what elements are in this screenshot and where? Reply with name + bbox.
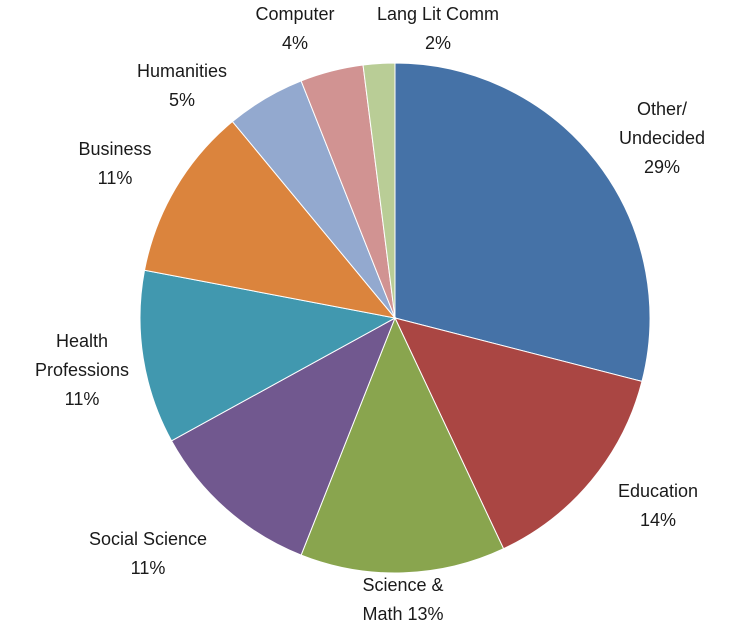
label-line: Science & (362, 575, 443, 595)
label-line: 4% (282, 33, 308, 53)
pie-slices (139, 62, 651, 574)
label-line: Undecided (619, 128, 705, 148)
slice-science (300, 316, 505, 574)
label-line: Social Science (89, 529, 207, 549)
label-line: 29% (644, 157, 680, 177)
label-line: Professions (35, 360, 129, 380)
label-line: 5% (169, 90, 195, 110)
slice-business (143, 120, 397, 319)
label-line: 14% (640, 510, 676, 530)
slice-social-science (170, 316, 396, 556)
label-line: Humanities (137, 61, 227, 81)
label-line: Other/ (637, 99, 687, 119)
slice-other-undecided (394, 62, 651, 383)
label-science: Science & Math 13% (362, 575, 443, 624)
slice-lang-lit-comm (362, 62, 396, 319)
pie-labels: Other/Undecided 29% Education 14% Science & M… (35, 4, 705, 624)
label-lang-lit-comm: Lang Lit Comm 2% (377, 4, 499, 53)
slice-education (394, 317, 643, 550)
label-humanities: Humanities 5% (137, 61, 227, 110)
label-line: 2% (425, 33, 451, 53)
label-business: Business 11% (78, 139, 151, 188)
label-line: 11% (65, 389, 100, 409)
label-line: Math 13% (362, 604, 443, 624)
label-other-undecided: Other/Undecided 29% (619, 99, 705, 177)
label-line: 11% (131, 558, 166, 578)
label-line: Health (56, 331, 108, 351)
label-line: Education (618, 481, 698, 501)
label-social-science: Social Science 11% (89, 529, 207, 578)
label-line: 11% (98, 168, 133, 188)
label-line: Business (78, 139, 151, 159)
label-line: Computer (255, 4, 334, 24)
label-line: Lang Lit Comm (377, 4, 499, 24)
slice-health-professions (139, 269, 397, 442)
label-education: Education 14% (618, 481, 698, 530)
label-computer: Computer 4% (255, 4, 334, 53)
label-health-professions: Health Professions 11% (35, 331, 129, 409)
